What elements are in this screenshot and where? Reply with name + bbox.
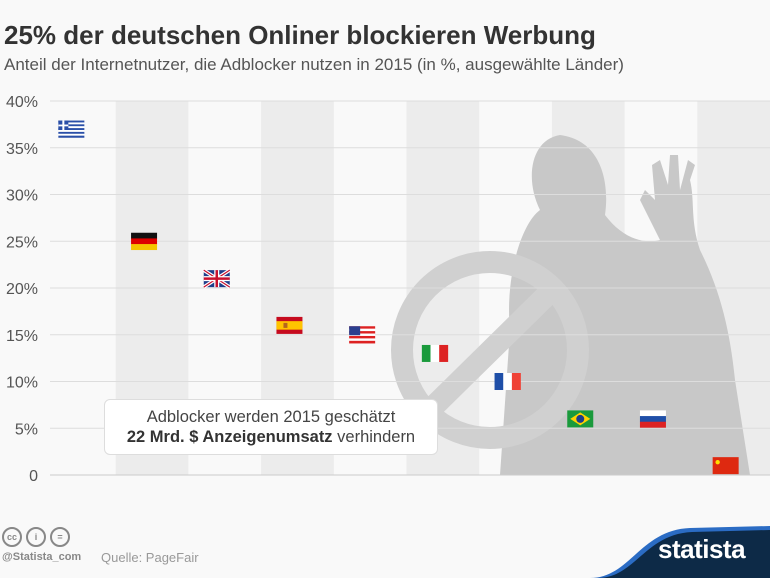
statista-handle[interactable]: @Statista_com: [2, 551, 82, 563]
data-point-flag-spain: Spanien: 16%: [276, 316, 303, 334]
prohibition-bar: [422, 282, 560, 418]
y-tick-label: 0: [29, 468, 38, 485]
data-point-flag-usa: USA: 15%: [349, 326, 376, 344]
y-tick-label: 40%: [6, 94, 38, 111]
y-tick-label: 15%: [6, 328, 38, 345]
data-point-flag-china: China: 1%: [712, 457, 739, 475]
nd-icon[interactable]: =: [50, 527, 70, 547]
cc-icon[interactable]: cc: [2, 527, 22, 547]
data-point-flag-uk: Großbritannien: 21%: [202, 268, 231, 289]
chart-subtitle: Anteil der Internetnutzer, die Adblocker…: [4, 55, 624, 74]
annotation-bold: 22 Mrd. $ Anzeigenumsatz: [126, 428, 333, 446]
y-tick-label: 20%: [6, 281, 38, 298]
license-icons[interactable]: cc i =: [2, 527, 70, 547]
y-tick-label: 10%: [6, 375, 38, 392]
data-point-flag-russia: Russland: 6%: [639, 410, 666, 428]
y-tick-label: 30%: [6, 188, 38, 205]
data-point-flag-greece: Griechenland: 37%: [58, 120, 85, 138]
statista-logo[interactable]: statista: [658, 534, 746, 564]
data-point-flag-france: Frankreich: 10%: [494, 373, 521, 390]
statista-logo-bg: [590, 526, 770, 578]
annotation-line1: Adblocker werden 2015 geschätzt: [146, 408, 396, 426]
data-point-flag-brazil: Brasilien: 6%: [567, 410, 594, 428]
data-point-flag-germany: Deutschland: 25%: [131, 232, 158, 251]
annotation-rest: verhindern: [332, 428, 416, 446]
y-tick-label: 5%: [15, 421, 38, 438]
y-tick-label: 25%: [6, 234, 38, 251]
prohibition-sign: [391, 251, 589, 449]
by-icon[interactable]: i: [26, 527, 46, 547]
source: Quelle: PageFair: [101, 550, 199, 565]
chart-title: 25% der deutschen Onliner blockieren Wer…: [4, 20, 596, 50]
data-point-flag-italy: Italien: 13%: [421, 344, 449, 362]
y-tick-label: 35%: [6, 141, 38, 158]
annotation-box: Adblocker werden 2015 geschätzt 22 Mrd. …: [104, 399, 438, 455]
